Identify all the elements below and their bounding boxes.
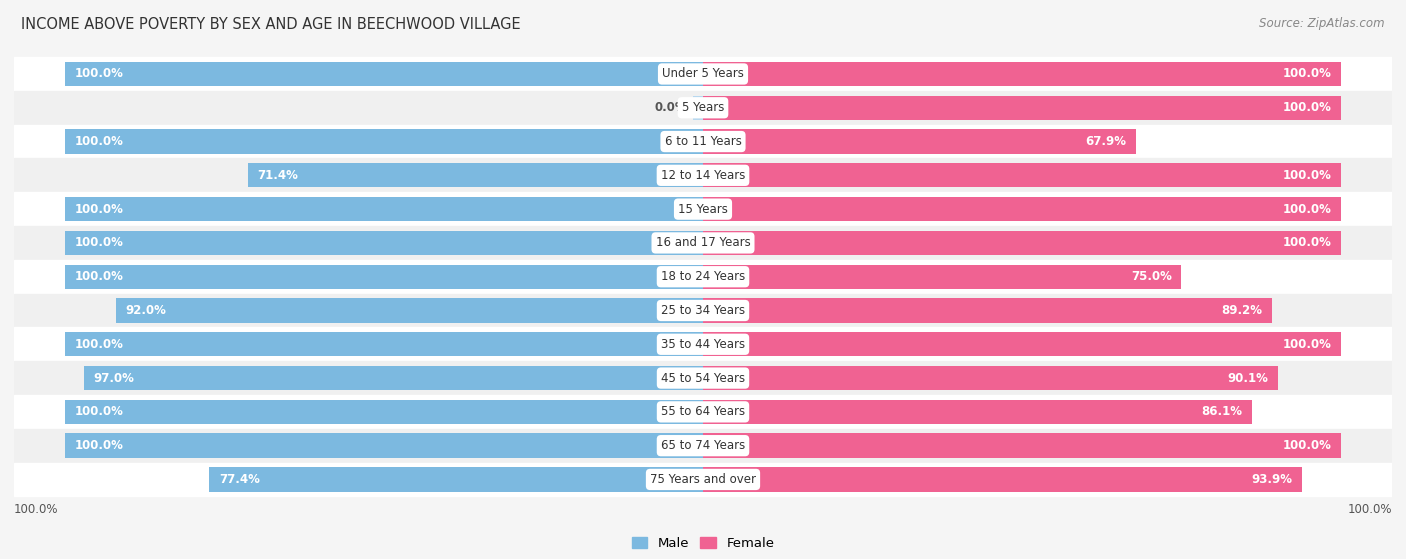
Text: 65 to 74 Years: 65 to 74 Years xyxy=(661,439,745,452)
Text: 90.1%: 90.1% xyxy=(1227,372,1268,385)
Text: 100.0%: 100.0% xyxy=(1282,338,1331,351)
Bar xyxy=(14,260,1392,293)
Bar xyxy=(703,467,1302,491)
Text: 75.0%: 75.0% xyxy=(1130,270,1171,283)
Bar xyxy=(14,192,1392,226)
Bar xyxy=(703,62,1341,86)
Text: 77.4%: 77.4% xyxy=(219,473,260,486)
Text: 18 to 24 Years: 18 to 24 Years xyxy=(661,270,745,283)
Text: 100.0%: 100.0% xyxy=(1282,236,1331,249)
Bar xyxy=(65,129,703,154)
Bar xyxy=(703,332,1341,357)
Text: 100.0%: 100.0% xyxy=(75,439,124,452)
Bar xyxy=(14,57,1392,91)
Text: 16 and 17 Years: 16 and 17 Years xyxy=(655,236,751,249)
Text: 92.0%: 92.0% xyxy=(125,304,166,317)
Bar xyxy=(65,433,703,458)
Bar xyxy=(14,429,1392,462)
Text: 100.0%: 100.0% xyxy=(75,68,124,80)
Text: 0.0%: 0.0% xyxy=(654,101,688,114)
Bar xyxy=(65,231,703,255)
Text: 100.0%: 100.0% xyxy=(1282,68,1331,80)
Text: 100.0%: 100.0% xyxy=(1282,202,1331,216)
Text: 100.0%: 100.0% xyxy=(14,503,59,516)
Bar xyxy=(703,400,1253,424)
Bar xyxy=(703,433,1341,458)
Text: Under 5 Years: Under 5 Years xyxy=(662,68,744,80)
Text: 25 to 34 Years: 25 to 34 Years xyxy=(661,304,745,317)
Text: 100.0%: 100.0% xyxy=(1282,101,1331,114)
Bar xyxy=(703,366,1278,390)
Bar xyxy=(65,197,703,221)
Bar xyxy=(14,91,1392,125)
Text: 100.0%: 100.0% xyxy=(75,338,124,351)
Text: 93.9%: 93.9% xyxy=(1251,473,1292,486)
Bar xyxy=(703,231,1341,255)
Bar xyxy=(703,197,1341,221)
Bar xyxy=(14,395,1392,429)
Text: 100.0%: 100.0% xyxy=(75,270,124,283)
Bar xyxy=(65,62,703,86)
Bar xyxy=(14,226,1392,260)
Bar xyxy=(14,361,1392,395)
Text: 5 Years: 5 Years xyxy=(682,101,724,114)
Text: 100.0%: 100.0% xyxy=(75,135,124,148)
Text: 67.9%: 67.9% xyxy=(1085,135,1126,148)
Bar xyxy=(14,328,1392,361)
Bar xyxy=(703,264,1181,289)
Bar xyxy=(703,163,1341,187)
Bar xyxy=(703,96,1341,120)
Text: 89.2%: 89.2% xyxy=(1222,304,1263,317)
Text: 55 to 64 Years: 55 to 64 Years xyxy=(661,405,745,418)
Text: 100.0%: 100.0% xyxy=(1282,439,1331,452)
Bar xyxy=(703,129,1136,154)
Bar xyxy=(117,299,703,323)
Text: 100.0%: 100.0% xyxy=(75,202,124,216)
Text: 100.0%: 100.0% xyxy=(1347,503,1392,516)
Text: 71.4%: 71.4% xyxy=(257,169,298,182)
Bar xyxy=(14,293,1392,328)
Text: 100.0%: 100.0% xyxy=(1282,169,1331,182)
Bar xyxy=(65,332,703,357)
Text: 100.0%: 100.0% xyxy=(75,236,124,249)
Text: 97.0%: 97.0% xyxy=(94,372,135,385)
Bar xyxy=(65,400,703,424)
Text: 15 Years: 15 Years xyxy=(678,202,728,216)
Text: 86.1%: 86.1% xyxy=(1202,405,1243,418)
Bar xyxy=(693,96,703,120)
Bar xyxy=(14,462,1392,496)
Text: INCOME ABOVE POVERTY BY SEX AND AGE IN BEECHWOOD VILLAGE: INCOME ABOVE POVERTY BY SEX AND AGE IN B… xyxy=(21,17,520,32)
Bar xyxy=(703,299,1272,323)
Text: 35 to 44 Years: 35 to 44 Years xyxy=(661,338,745,351)
Bar xyxy=(14,158,1392,192)
Legend: Male, Female: Male, Female xyxy=(626,532,780,555)
Text: 45 to 54 Years: 45 to 54 Years xyxy=(661,372,745,385)
Text: 6 to 11 Years: 6 to 11 Years xyxy=(665,135,741,148)
Text: 12 to 14 Years: 12 to 14 Years xyxy=(661,169,745,182)
Text: 100.0%: 100.0% xyxy=(75,405,124,418)
Bar xyxy=(209,467,703,491)
Bar xyxy=(14,125,1392,158)
Bar xyxy=(247,163,703,187)
Text: Source: ZipAtlas.com: Source: ZipAtlas.com xyxy=(1260,17,1385,30)
Bar xyxy=(84,366,703,390)
Text: 75 Years and over: 75 Years and over xyxy=(650,473,756,486)
Bar xyxy=(65,264,703,289)
